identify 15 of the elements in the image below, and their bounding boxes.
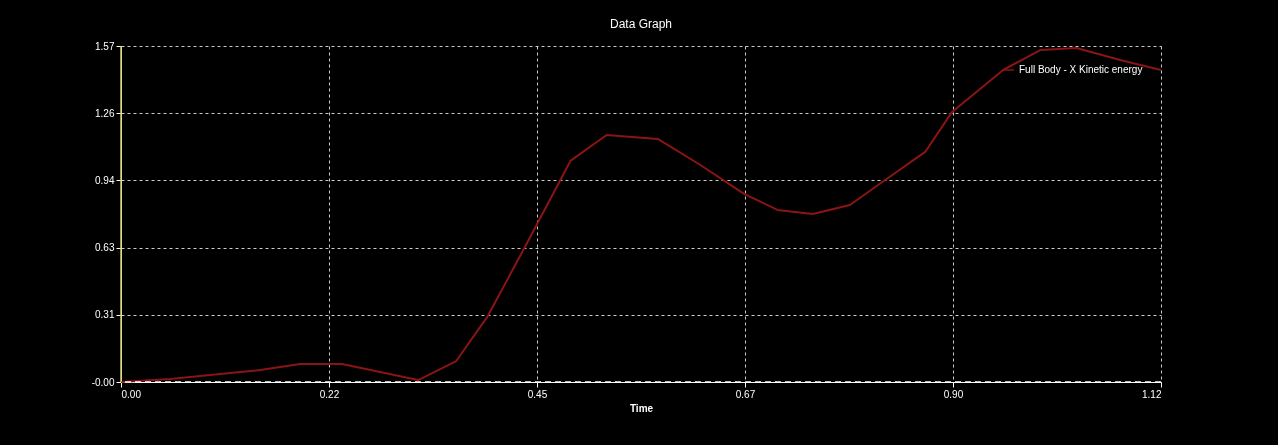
y-tick-label: -0.00 (91, 376, 115, 388)
chart-title: Data Graph (609, 17, 673, 31)
y-tick-label: 0.31 (95, 309, 115, 321)
x-tick-label: 0.67 (735, 388, 756, 400)
y-tick-label: 0.63 (95, 242, 115, 254)
legend-label: Full Body - X Kinetic energy (1019, 64, 1143, 75)
x-tick-label: 0.90 (943, 388, 964, 400)
x-tick-label: 0.00 (121, 388, 142, 400)
x-tick-label: 0.22 (319, 388, 340, 400)
y-tick-label: 1.26 (95, 107, 115, 119)
x-axis-title: Time (629, 402, 654, 414)
y-tick-label: 0.94 (95, 174, 115, 186)
x-tick-label: 0.45 (527, 388, 548, 400)
x-tick-label: 1.12 (1142, 388, 1162, 400)
y-tick-label: 1.57 (95, 40, 115, 52)
